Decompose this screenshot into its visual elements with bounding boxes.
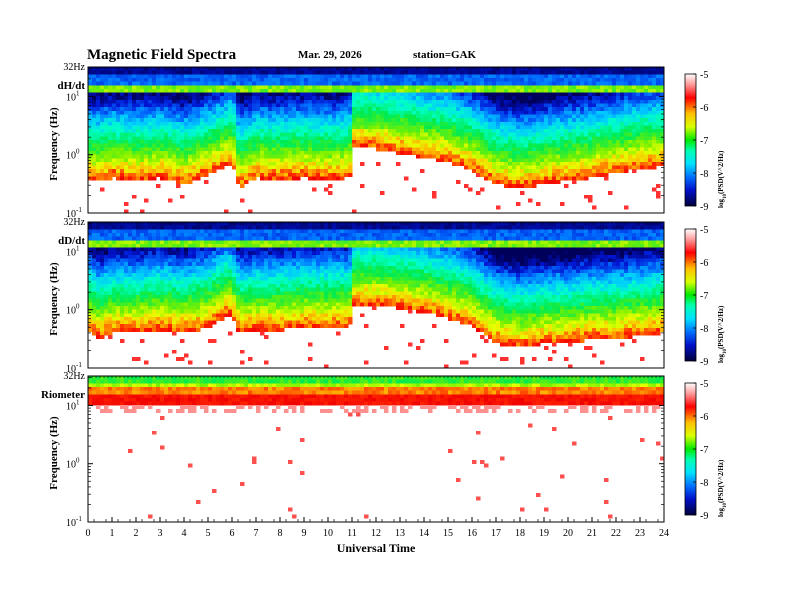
x-tick-label: 14: [419, 528, 429, 539]
panel-name-label: dH/dt: [57, 80, 85, 92]
x-axis-label: Universal Time: [337, 541, 416, 555]
spectrogram-cells: [88, 67, 665, 214]
colorbar-tick-label: -6: [700, 258, 708, 269]
y-tick-label: 10: [66, 151, 76, 162]
x-tick-label: 9: [302, 528, 307, 539]
x-tick-label: 12: [371, 528, 381, 539]
colorbar-tick-label: -9: [700, 202, 708, 213]
x-tick-label: 17: [491, 528, 501, 539]
figure-title: Magnetic Field Spectra: [87, 47, 237, 63]
x-tick-label: 6: [230, 528, 235, 539]
panel-name-label: Riometer: [41, 389, 85, 401]
colorbar-tick-label: -5: [700, 379, 708, 390]
x-tick-label: 23: [635, 528, 645, 539]
y-top-label: 32Hz: [63, 217, 85, 228]
y-tick-label: 10: [66, 401, 76, 412]
x-tick-label: 22: [611, 528, 621, 539]
y-axis-label: Frequency (Hz): [48, 107, 60, 181]
x-tick-label: 18: [515, 528, 525, 539]
x-tick-label: 20: [563, 528, 573, 539]
x-tick-label: 16: [467, 528, 477, 539]
y-tick-exponent: -1: [76, 361, 82, 369]
colorbar-tick-label: -7: [700, 136, 708, 147]
colorbar-tick-label: -6: [700, 412, 708, 423]
colorbar-tick-label: -5: [700, 225, 708, 236]
colorbar-label: log10(PSD(V^2/Hz): [717, 459, 728, 517]
x-tick-label: 15: [443, 528, 453, 539]
y-tick-label: 10: [66, 209, 76, 220]
y-axis-label: Frequency (Hz): [48, 416, 60, 490]
y-tick-exponent: 0: [76, 303, 80, 311]
x-tick-label: 19: [539, 528, 549, 539]
y-tick-label: 10: [66, 364, 76, 375]
colorbar-label: log10(PSD(V^2/Hz): [717, 305, 728, 363]
x-tick-label: 13: [395, 528, 405, 539]
colorbar-label: log10(PSD(V^2/Hz): [717, 150, 728, 208]
y-tick-label: 10: [66, 306, 76, 317]
station-label: station=GAK: [413, 49, 477, 61]
colorbar-tick-label: -8: [700, 324, 708, 335]
y-top-label: 32Hz: [63, 371, 85, 382]
x-tick-label: 3: [158, 528, 163, 539]
x-tick-label: 24: [659, 528, 669, 539]
y-tick-label: 10: [66, 92, 76, 103]
colorbar-tick-label: -8: [700, 478, 708, 489]
y-tick-exponent: -1: [76, 206, 82, 214]
x-tick-label: 2: [134, 528, 139, 539]
colorbar-tick-label: -7: [700, 291, 708, 302]
colorbar-tick-label: -6: [700, 103, 708, 114]
colorbar-tick-label: -5: [700, 70, 708, 81]
x-tick-label: 1: [110, 528, 115, 539]
y-tick-exponent: -1: [76, 515, 82, 523]
x-tick-label: 5: [206, 528, 211, 539]
y-tick-label: 10: [66, 518, 76, 529]
y-top-label: 32Hz: [63, 62, 85, 73]
y-tick-exponent: 1: [76, 244, 80, 252]
y-tick-exponent: 0: [76, 457, 80, 465]
colorbar-tick-label: -7: [700, 445, 708, 456]
y-tick-exponent: 1: [76, 89, 80, 97]
x-tick-label: 8: [278, 528, 283, 539]
y-tick-exponent: 1: [76, 398, 80, 406]
colorbar-tick-label: -9: [700, 511, 708, 522]
date-label: Mar. 29, 2026: [298, 49, 362, 61]
y-tick-label: 10: [66, 247, 76, 258]
x-tick-label: 10: [323, 528, 333, 539]
x-tick-label: 21: [587, 528, 597, 539]
x-tick-label: 11: [347, 528, 357, 539]
spectrogram-cells: [88, 376, 665, 519]
x-tick-label: 0: [86, 528, 91, 539]
y-tick-exponent: 0: [76, 148, 80, 156]
panel-name-label: dD/dt: [58, 235, 85, 247]
y-axis-label: Frequency (Hz): [48, 262, 60, 336]
x-tick-label: 7: [254, 528, 259, 539]
y-tick-label: 10: [66, 460, 76, 471]
colorbar-tick-label: -8: [700, 169, 708, 180]
x-tick-label: 4: [182, 528, 187, 539]
colorbar-tick-label: -9: [700, 357, 708, 368]
